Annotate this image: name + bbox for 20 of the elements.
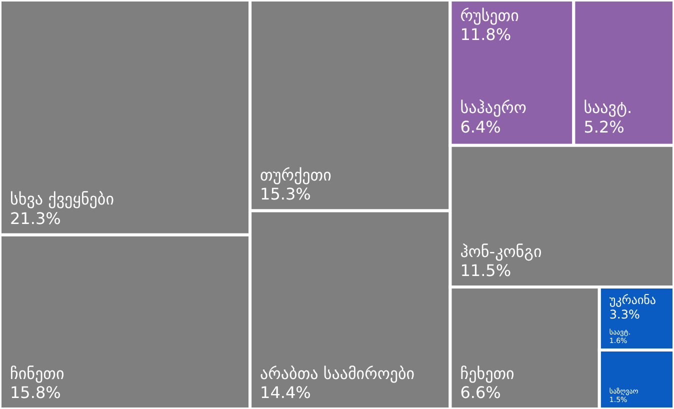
series-label: საჰაერო	[460, 98, 526, 118]
data-label: 6.6%	[460, 383, 501, 402]
category-label: არაბთა საამიროები	[260, 364, 415, 383]
data-label: 3.3%	[609, 307, 640, 322]
data-label: 5.2%	[584, 117, 624, 136]
data-label: 21.3%	[10, 208, 61, 228]
data-label: 6.4%	[460, 117, 501, 136]
data-label: 11.8%	[460, 25, 512, 44]
series-label: საავტ.	[584, 98, 632, 118]
category-label: ჩინეთი	[10, 364, 64, 383]
category-label: ჰონ-კონგი	[460, 242, 542, 261]
category-label: რუსეთი	[460, 6, 519, 25]
data-label: 11.5%	[460, 261, 512, 280]
data-label: 15.8%	[10, 383, 61, 402]
category-label: უკრაინა	[609, 293, 656, 308]
category-label: სხვა ქვეყნები	[10, 190, 114, 209]
data-label: 15.3%	[260, 184, 311, 204]
data-label: 14.4%	[260, 383, 311, 402]
category-label: ჩეხეთი	[460, 364, 514, 383]
category-label: თურქეთი	[260, 165, 332, 184]
